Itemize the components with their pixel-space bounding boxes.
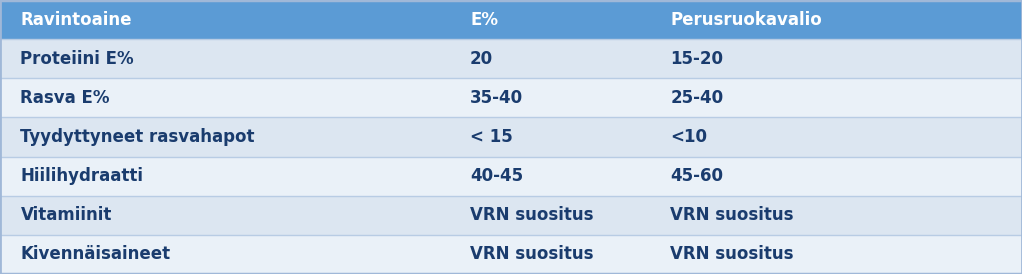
Text: 15-20: 15-20 bbox=[670, 50, 724, 68]
Text: VRN suositus: VRN suositus bbox=[470, 246, 594, 263]
Text: Vitamiinit: Vitamiinit bbox=[20, 206, 111, 224]
Text: VRN suositus: VRN suositus bbox=[670, 246, 794, 263]
FancyBboxPatch shape bbox=[0, 0, 1022, 39]
Text: 20: 20 bbox=[470, 50, 494, 68]
FancyBboxPatch shape bbox=[0, 118, 1022, 156]
Text: Hiilihydraatti: Hiilihydraatti bbox=[20, 167, 143, 185]
Text: Ravintoaine: Ravintoaine bbox=[20, 11, 132, 28]
Text: Proteiini E%: Proteiini E% bbox=[20, 50, 134, 68]
FancyBboxPatch shape bbox=[0, 156, 1022, 196]
FancyBboxPatch shape bbox=[0, 235, 1022, 274]
Text: VRN suositus: VRN suositus bbox=[670, 206, 794, 224]
Text: 45-60: 45-60 bbox=[670, 167, 724, 185]
Text: Kivennäisaineet: Kivennäisaineet bbox=[20, 246, 171, 263]
FancyBboxPatch shape bbox=[0, 39, 1022, 78]
Text: 40-45: 40-45 bbox=[470, 167, 523, 185]
Text: Tyydyttyneet rasvahapot: Tyydyttyneet rasvahapot bbox=[20, 128, 254, 146]
Text: < 15: < 15 bbox=[470, 128, 513, 146]
Text: E%: E% bbox=[470, 11, 498, 28]
Text: Perusruokavalio: Perusruokavalio bbox=[670, 11, 822, 28]
FancyBboxPatch shape bbox=[0, 78, 1022, 118]
Text: <10: <10 bbox=[670, 128, 707, 146]
Text: 25-40: 25-40 bbox=[670, 89, 724, 107]
Text: Rasva E%: Rasva E% bbox=[20, 89, 110, 107]
FancyBboxPatch shape bbox=[0, 196, 1022, 235]
Text: 35-40: 35-40 bbox=[470, 89, 523, 107]
Text: VRN suositus: VRN suositus bbox=[470, 206, 594, 224]
